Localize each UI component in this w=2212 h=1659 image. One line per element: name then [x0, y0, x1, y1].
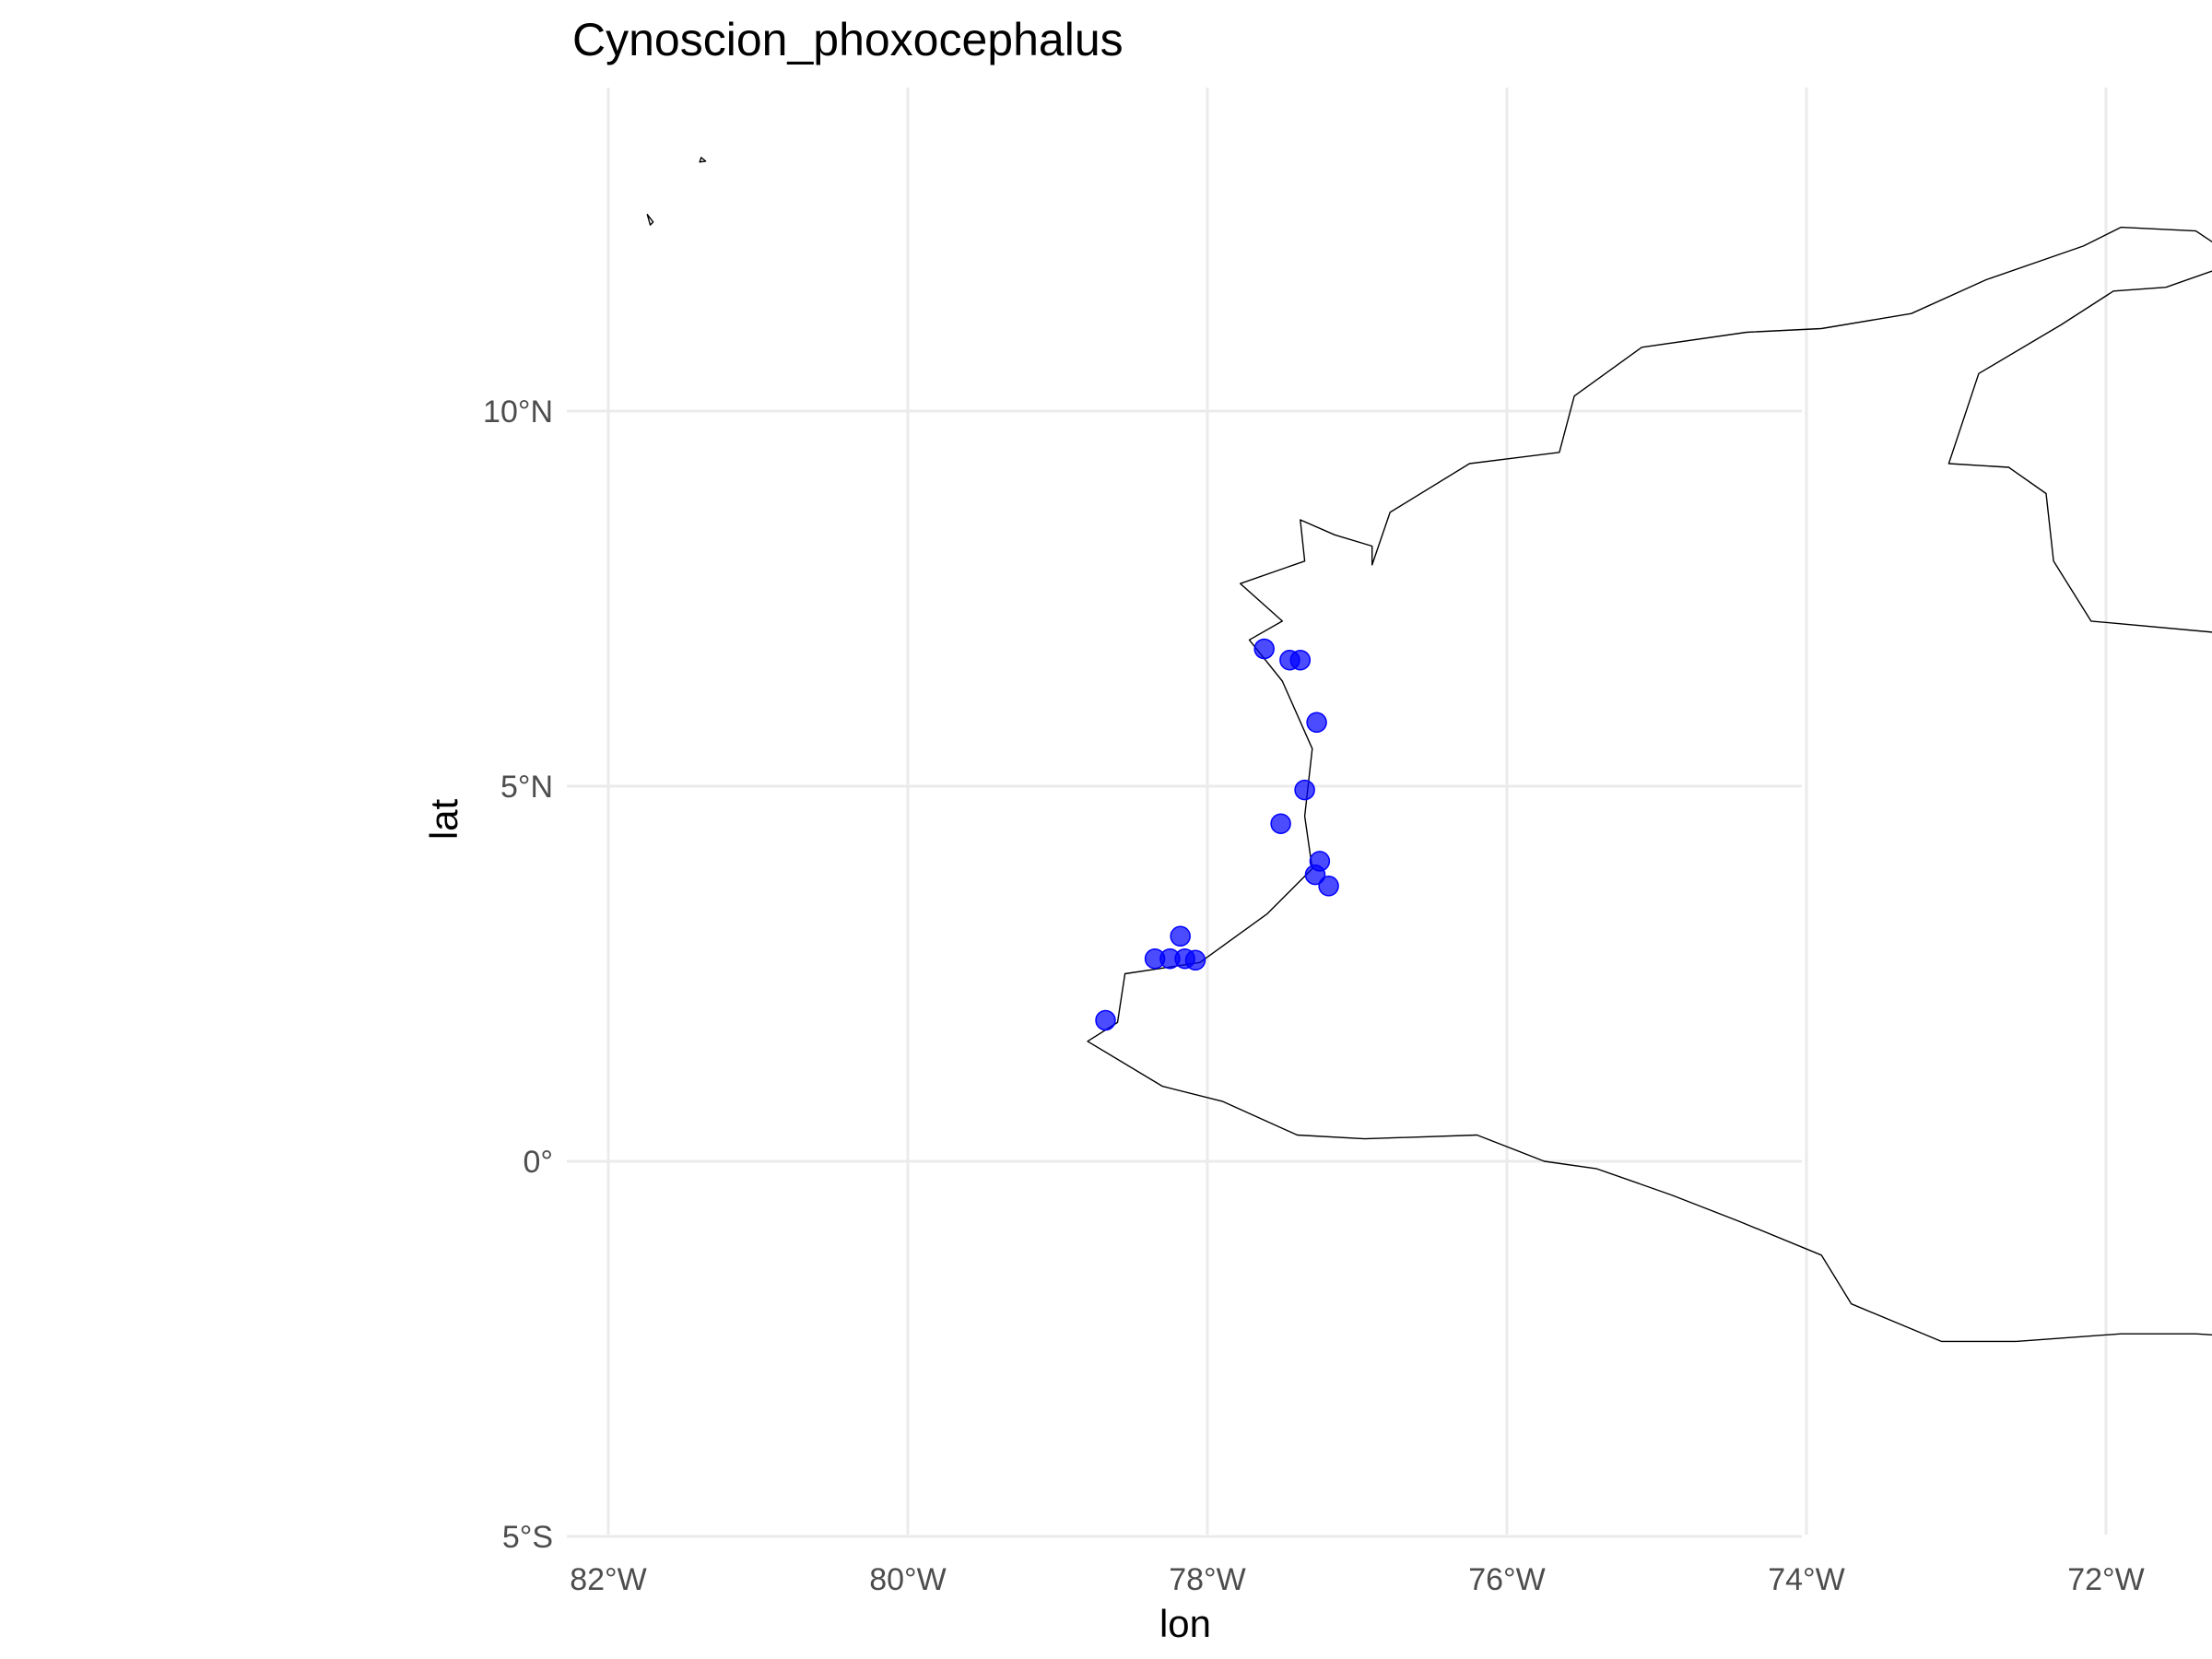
- occurrence-point: [1294, 779, 1315, 801]
- island-outline: [646, 213, 654, 226]
- y-tick-label: 5°N: [500, 770, 553, 805]
- country-outline: [646, 157, 2212, 1343]
- x-tick-label: 76°W: [1468, 1562, 1546, 1597]
- x-tick-label: 78°W: [1169, 1562, 1246, 1597]
- y-tick-label: 0°: [523, 1145, 553, 1180]
- occurrence-point: [1253, 638, 1275, 660]
- chart-title: Cynoscion_phoxocephalus: [572, 14, 1124, 65]
- occurrence-points: [1095, 638, 1339, 1031]
- occurrence-point: [1318, 876, 1339, 897]
- x-tick-label: 82°W: [570, 1562, 647, 1597]
- x-axis-tick-labels: 82°W80°W78°W76°W74°W72°W70°W68°W: [570, 1562, 2145, 1597]
- island-outline: [699, 157, 707, 163]
- mainland-outline: [1087, 226, 2212, 1343]
- occurrence-point: [1289, 649, 1312, 671]
- occurrence-point: [1184, 949, 1206, 971]
- y-axis-tick-labels: 5°S 0° 5°N 10°N: [483, 394, 553, 1555]
- y-tick-label: 5°S: [502, 1520, 553, 1555]
- occurrence-point: [1304, 864, 1326, 886]
- occurrence-point: [1306, 712, 1327, 734]
- x-tick-label: 80°W: [869, 1562, 947, 1597]
- occurrence-point: [1170, 925, 1191, 947]
- occurrence-point: [1095, 1009, 1116, 1031]
- map-gridlines: [567, 88, 2108, 1538]
- x-tick-label: 72°W: [2067, 1562, 2145, 1597]
- x-tick-label: 74°W: [1768, 1562, 1845, 1597]
- y-axis-title: lat: [422, 798, 465, 840]
- y-tick-label: 10°N: [483, 394, 553, 429]
- x-axis-title: lon: [1159, 1602, 1211, 1645]
- occurrence-point: [1270, 813, 1291, 834]
